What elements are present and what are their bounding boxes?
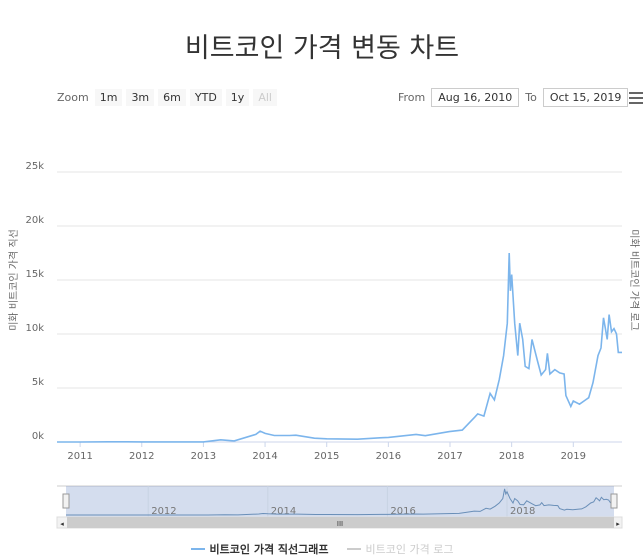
navigator-tick-label: 2018 (510, 506, 535, 517)
x-tick-label: 2017 (437, 451, 462, 462)
hamburger-menu-icon[interactable] (629, 92, 643, 107)
legend-label-linear: 비트코인 가격 직선그래프 (209, 543, 329, 556)
navigator[interactable]: 2012 2014 2016 2018 III ◂ ▸ (56, 485, 623, 529)
navigator-tick-label: 2014 (271, 506, 296, 517)
y-tick-label: 20k (25, 215, 44, 226)
y-tick-label: 10k (25, 323, 44, 334)
y-tick-label: 25k (25, 161, 44, 172)
scrollbar-grip: III (337, 520, 343, 528)
y-tick-label: 0k (32, 431, 44, 442)
y-axis-title-right: 미화 비트코인 가격 로그 (628, 229, 641, 331)
scrollbar-left-arrow-icon[interactable]: ◂ (60, 520, 64, 528)
legend-swatch-log (346, 548, 361, 550)
x-tick-label: 2019 (561, 451, 586, 462)
x-tick-label: 2012 (129, 451, 154, 462)
legend-item-log[interactable]: 비트코인 가격 로그 (346, 541, 454, 557)
zoom-1m-button[interactable]: 1m (94, 89, 123, 106)
x-tick-label: 2016 (376, 451, 401, 462)
scrollbar-right-arrow-icon[interactable]: ▸ (616, 520, 620, 528)
zoom-3m-button[interactable]: 3m (126, 89, 155, 106)
navigator-series-line (66, 488, 614, 516)
from-label: From (398, 91, 426, 104)
x-tick-label: 2018 (499, 451, 524, 462)
series-line-linear (57, 252, 622, 443)
y-tick-label: 15k (25, 269, 44, 280)
zoom-label: Zoom (57, 91, 89, 104)
legend-label-log: 비트코인 가격 로그 (365, 543, 454, 556)
navigator-selection[interactable] (66, 486, 614, 517)
scrollbar-thumb[interactable] (67, 517, 614, 528)
navigator-handle-right[interactable] (610, 493, 618, 509)
navigator-tick-label: 2012 (151, 506, 176, 517)
zoom-all-button[interactable]: All (253, 89, 277, 106)
legend: 비트코인 가격 직선그래프 비트코인 가격 로그 (0, 541, 644, 557)
range-selector: Zoom 1m 3m 6m YTD 1y All (57, 89, 277, 106)
x-tick-label: 2011 (67, 451, 92, 462)
x-tick-label: 2013 (191, 451, 216, 462)
navigator-handle-left[interactable] (62, 493, 70, 509)
chart-title: 비트코인 가격 변동 차트 (184, 33, 460, 64)
navigator-tick-label: 2016 (390, 506, 415, 517)
x-tick-label: 2014 (252, 451, 277, 462)
legend-item-linear[interactable]: 비트코인 가격 직선그래프 (190, 541, 329, 557)
zoom-ytd-button[interactable]: YTD (189, 89, 222, 106)
y-axis-title-left: 미화 비트코인 가격 직선 (7, 229, 20, 331)
date-range: From Aug 16, 2010 To Oct 15, 2019 (398, 88, 629, 107)
from-date-input[interactable]: Aug 16, 2010 (431, 88, 520, 107)
x-tick-label: 2015 (314, 451, 339, 462)
zoom-1y-button[interactable]: 1y (225, 89, 250, 106)
to-label: To (525, 91, 537, 104)
legend-swatch-linear (190, 548, 205, 550)
to-date-input[interactable]: Oct 15, 2019 (542, 88, 629, 107)
y-tick-label: 5k (32, 377, 44, 388)
zoom-6m-button[interactable]: 6m (158, 89, 186, 106)
